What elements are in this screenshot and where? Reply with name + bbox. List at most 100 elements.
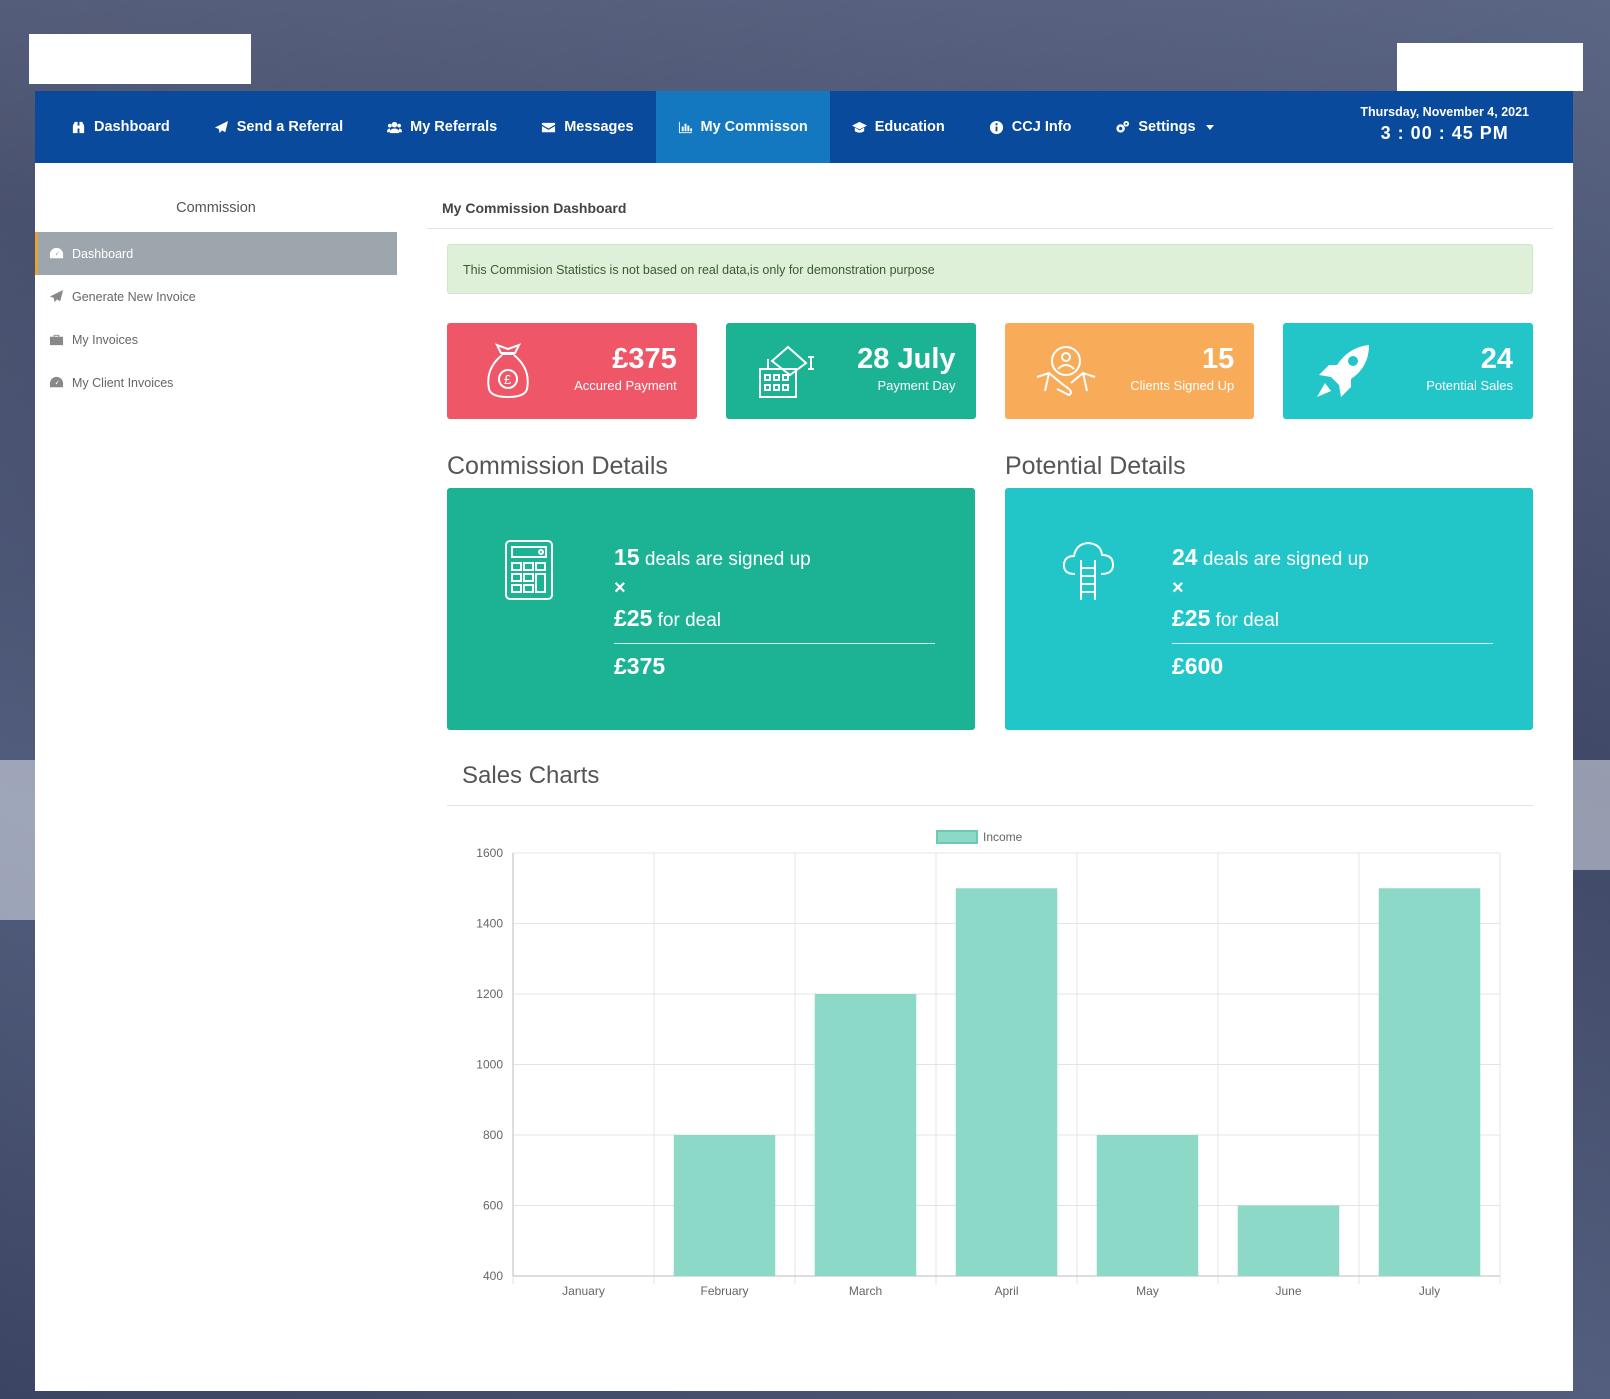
bar-april [955, 888, 1058, 1276]
sidebar-title: Commission [176, 200, 256, 216]
nav-education[interactable]: Education [830, 91, 967, 163]
stat-value: 24 [1480, 343, 1513, 375]
logo-placeholder-right [1397, 43, 1583, 91]
sales-chart: Income 400 600 800 1000 1200 1400 1600 January Fe… [447, 816, 1533, 1321]
stat-card-payment-day: 28 July Payment Day [725, 323, 976, 419]
rocket-icon [1317, 345, 1370, 397]
sidebar-item-label: My Client Invoices [72, 375, 174, 390]
stat-label: Potential Sales [1426, 378, 1513, 393]
users-icon [387, 121, 403, 133]
y-tick-label: 400 [483, 1269, 503, 1283]
nav-messages-label: Messages [564, 119, 634, 135]
clock-date: Thursday, November 4, 2021 [1360, 105, 1529, 119]
info-circle-icon [989, 120, 1003, 134]
sidebar-item-my-client-invoices[interactable]: My Client Invoices [35, 361, 397, 404]
potential-times: × [1172, 577, 1184, 599]
stat-card-clients-signed: 15 Clients Signed Up [1004, 323, 1255, 419]
x-tick-label: April [994, 1284, 1018, 1298]
stat-label: Clients Signed Up [1130, 378, 1235, 393]
commission-details-box: 15 deals are signed up × £25 for deal £3… [447, 488, 975, 730]
briefcase-icon [49, 334, 64, 346]
handshake-gear-icon [1036, 346, 1095, 397]
cash-building-icon [758, 345, 814, 398]
stat-card-potential-sales: 24 Potential Sales [1283, 323, 1533, 419]
sales-charts-title: Sales Charts [447, 762, 1533, 806]
potential-rate-line: £25 for deal [1172, 605, 1279, 632]
potential-rate-text: for deal [1215, 610, 1280, 631]
nav-ccj-info[interactable]: CCJ Info [967, 91, 1094, 163]
potential-details-title: Potential Details [1005, 452, 1186, 480]
x-tick-label: January [562, 1284, 605, 1298]
y-tick-label: 1400 [476, 917, 503, 931]
logo-placeholder-left [29, 34, 251, 84]
y-tick-label: 1000 [476, 1058, 503, 1072]
nav-send-referral[interactable]: Send a Referral [192, 91, 365, 163]
demo-alert: This Commision Statistics is not based o… [447, 244, 1533, 294]
nav-dashboard[interactable]: Dashboard [35, 91, 192, 163]
sidebar-item-generate-invoice[interactable]: Generate New Invoice [35, 275, 397, 318]
commission-total: £375 [614, 653, 666, 679]
bar-june [1237, 1205, 1340, 1276]
stat-label: Accured Payment [574, 378, 677, 393]
stat-value: 15 [1201, 343, 1235, 375]
x-tick-label: May [1136, 1284, 1159, 1298]
sidebar-item-my-invoices[interactable]: My Invoices [35, 318, 397, 361]
potential-count-line: 24 deals are signed up [1172, 544, 1369, 571]
bar-july [1378, 888, 1481, 1276]
paper-plane-icon [214, 120, 228, 133]
bar-february [673, 1135, 776, 1276]
nav-my-referrals-label: My Referrals [410, 119, 498, 135]
nav-my-commission-label: My Commisson [700, 119, 808, 135]
sales-chart-svg: Income 400 600 800 1000 1200 1400 1600 January Fe… [476, 830, 1501, 1298]
commission-divider [614, 643, 935, 644]
tachometer-icon [49, 376, 64, 388]
tachometer-icon [49, 247, 64, 259]
stat-label: Payment Day [877, 378, 956, 393]
sidebar-item-label: Dashboard [72, 246, 134, 261]
paper-plane-icon [49, 289, 64, 303]
commission-count: 15 [614, 544, 640, 570]
nav-dashboard-label: Dashboard [94, 119, 170, 135]
potential-rate: £25 [1172, 605, 1211, 631]
nav-my-commission[interactable]: My Commisson [655, 91, 830, 163]
calculator-icon [505, 540, 553, 600]
commission-rate-text: for deal [657, 610, 722, 631]
nav-send-referral-label: Send a Referral [236, 119, 344, 135]
commission-times: × [614, 577, 626, 599]
stat-value: £375 [612, 343, 677, 375]
sidebar-item-label: My Invoices [72, 332, 138, 347]
commission-details: Commission Details 15 deals are signed u… [447, 452, 975, 730]
commission-count-text: deals are signed up [644, 549, 811, 570]
y-tick-label: 1600 [476, 846, 503, 860]
commission-rate: £25 [614, 605, 653, 631]
commission-rate-line: £25 for deal [614, 605, 721, 632]
nav-settings-label: Settings [1138, 119, 1196, 135]
legend-label: Income [983, 830, 1023, 844]
x-tick-label: June [1275, 1284, 1301, 1298]
bar-may [1096, 1135, 1199, 1276]
sidebar: Commission Dashboard Generate New Invoic… [35, 163, 397, 404]
y-tick-label: 1200 [476, 987, 503, 1001]
commission-count-line: 15 deals are signed up [614, 544, 811, 571]
nav-education-label: Education [874, 119, 945, 135]
y-tick-label: 600 [483, 1199, 503, 1213]
money-bag-icon: £ [487, 343, 529, 399]
potential-details: Potential Details 24 deals are signed up… [1005, 452, 1533, 730]
nav-messages[interactable]: Messages [519, 91, 655, 163]
graduation-cap-icon [851, 121, 867, 133]
potential-details-box: 24 deals are signed up × £25 for deal £6… [1005, 488, 1533, 730]
y-tick-label: 800 [483, 1128, 503, 1142]
potential-divider [1172, 643, 1493, 644]
nav-ccj-info-label: CCJ Info [1011, 119, 1072, 135]
sidebar-item-dashboard[interactable]: Dashboard [35, 232, 397, 275]
nav-settings[interactable]: Settings [1093, 91, 1235, 163]
nav-my-referrals[interactable]: My Referrals [365, 91, 519, 163]
legend-swatch [936, 830, 978, 844]
details-row: Commission Details 15 deals are signed u… [447, 452, 1533, 730]
caret-down-icon [1205, 124, 1214, 130]
main-content: My Commission Dashboard This Commision S… [427, 163, 1553, 1321]
sidebar-item-label: Generate New Invoice [72, 289, 196, 304]
top-navbar: Dashboard Send a Referral My Referrals M… [35, 91, 1573, 163]
svg-text:£: £ [504, 372, 512, 387]
envelope-icon [542, 122, 556, 132]
